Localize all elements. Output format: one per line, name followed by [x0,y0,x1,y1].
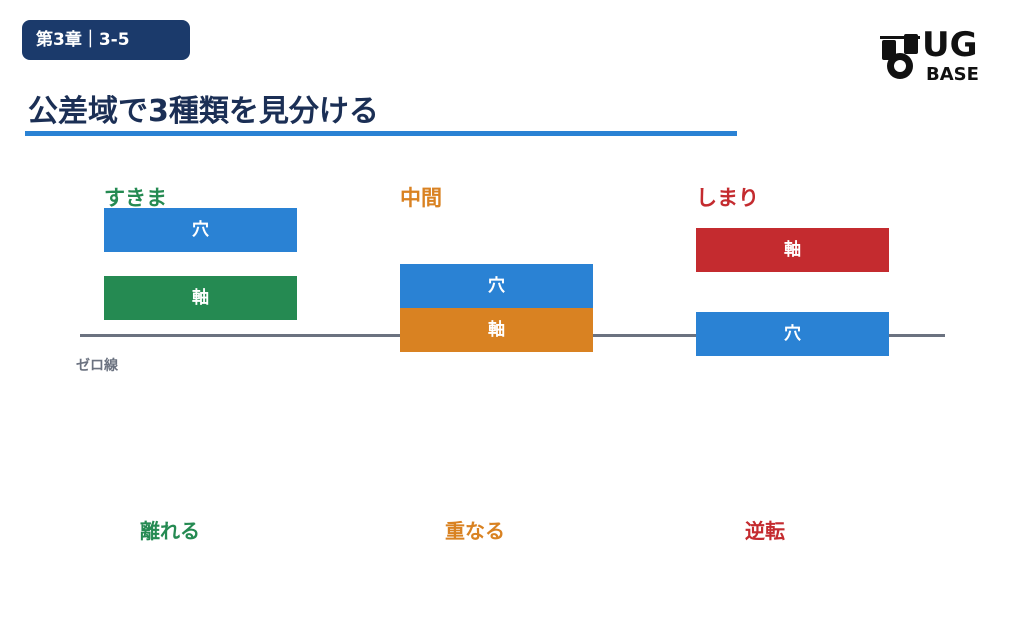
column-label: すきま [104,186,167,210]
zero-line-label: ゼロ線 [76,358,118,374]
hole-box: 穴 [400,264,593,308]
column-label: 中間 [400,186,442,210]
logo: UG BASE [880,26,979,84]
caption: 離れる [140,519,200,543]
logo-bottom: BASE [926,64,979,84]
caption: 重なる [445,519,505,543]
column-label: しまり [696,186,759,210]
chapter-badge: 第3章｜3-5 [22,20,190,60]
logo-top: UG [922,26,978,65]
title-underline [25,131,737,136]
caption: 逆転 [745,519,785,543]
shaft-box: 軸 [104,276,297,320]
hole-box: 穴 [696,312,889,356]
hole-box: 穴 [104,208,297,252]
title: 公差域で3種類を見分ける [28,94,379,129]
shaft-box: 軸 [400,308,593,352]
shaft-box: 軸 [696,228,889,272]
